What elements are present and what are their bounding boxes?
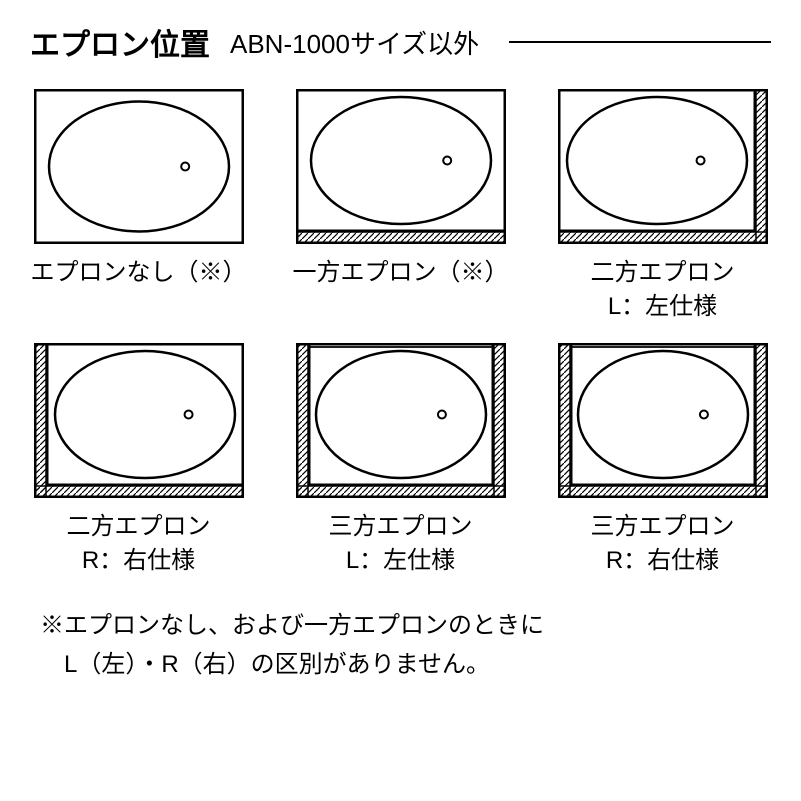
caption-line-1: エプロンなし（※） — [31, 259, 247, 286]
caption-line-1: 一方エプロン（※） — [293, 259, 509, 286]
caption-line-2: R：右仕様 — [591, 544, 735, 578]
caption-line-2: R：右仕様 — [67, 544, 211, 578]
diagram-cell: 三方エプロン L：左仕様 — [292, 343, 509, 577]
diagram-cell: エプロンなし（※） — [30, 89, 247, 323]
diagram-caption: 二方エプロン L：左仕様 — [591, 256, 735, 323]
caption-line-1: 二方エプロン — [591, 259, 735, 286]
bathtub-diagram — [296, 343, 506, 498]
diagram-caption: 一方エプロン（※） — [293, 256, 509, 290]
diagram-caption: エプロンなし（※） — [31, 256, 247, 290]
caption-line-2: L：左仕様 — [329, 544, 473, 578]
diagram-caption: 三方エプロン R：右仕様 — [591, 510, 735, 577]
diagram-cell: 二方エプロン R：右仕様 — [30, 343, 247, 577]
bathtub-diagram — [558, 89, 768, 244]
note-line-1: ※エプロンなし、および一方エプロンのときに — [40, 612, 544, 639]
note-line-2: L（左）・R（右）の区別がありません。 — [40, 651, 490, 678]
caption-line-1: 二方エプロン — [67, 513, 211, 540]
header: エプロン位置 ABN-1000サイズ以外 — [30, 20, 771, 64]
footnote: ※エプロンなし、および一方エプロンのときに L（左）・R（右）の区別がありません… — [30, 607, 771, 684]
diagram-caption: 二方エプロン R：右仕様 — [67, 510, 211, 577]
bathtub-diagram — [296, 89, 506, 244]
header-divider — [509, 41, 771, 43]
diagram-cell: 三方エプロン R：右仕様 — [554, 343, 771, 577]
main-title: エプロン位置 — [30, 20, 210, 64]
subtitle: ABN-1000サイズ以外 — [230, 24, 479, 61]
caption-line-1: 三方エプロン — [329, 513, 473, 540]
caption-line-2: L：左仕様 — [591, 290, 735, 324]
caption-line-1: 三方エプロン — [591, 513, 735, 540]
diagram-caption: 三方エプロン L：左仕様 — [329, 510, 473, 577]
diagram-grid: エプロンなし（※） 一方エプロン（※） 二方エプロン L：左仕様 二方エプロン R：… — [30, 89, 771, 577]
bathtub-diagram — [558, 343, 768, 498]
bathtub-diagram — [34, 343, 244, 498]
diagram-cell: 一方エプロン（※） — [292, 89, 509, 323]
diagram-cell: 二方エプロン L：左仕様 — [554, 89, 771, 323]
bathtub-diagram — [34, 89, 244, 244]
